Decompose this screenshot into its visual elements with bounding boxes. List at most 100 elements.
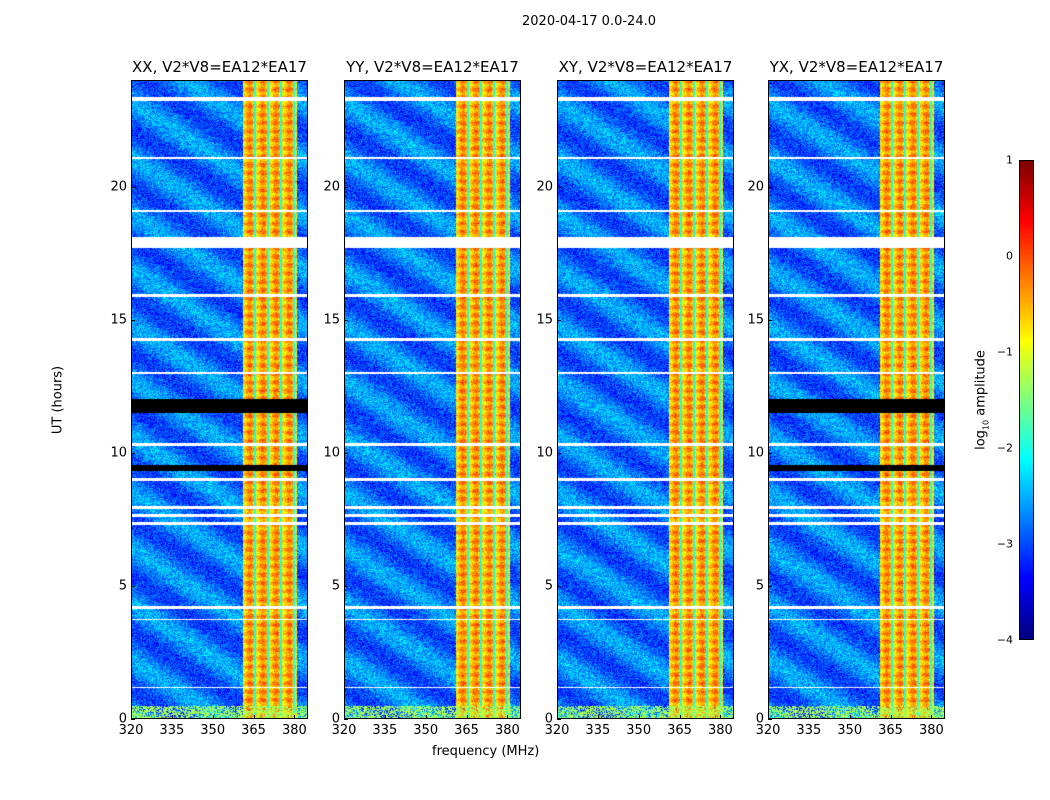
x-tick-label: 335 [585, 723, 611, 738]
x-tick-mark [768, 715, 769, 719]
x-tick-label: 320 [755, 723, 781, 738]
y-tick-mark [557, 719, 561, 720]
colorbar-tick-label: −4 [996, 633, 1013, 647]
axes-frame [344, 80, 521, 719]
x-tick-mark [131, 715, 132, 719]
panel-title: XX, V2*V8=EA12*EA17 [132, 58, 307, 76]
y-tick-label: 0 [544, 711, 553, 727]
y-tick-mark [344, 585, 348, 587]
colorbar-tick-label: −2 [996, 441, 1013, 455]
x-tick-label: 335 [796, 723, 822, 738]
x-tick-mark [720, 715, 722, 719]
x-tick-label: 380 [918, 723, 944, 738]
x-tick-mark [890, 715, 892, 719]
spectrogram-panel-1: XX, V2*V8=EA12*EA17 0 5 10 15 20 320 335 350 365 3… [110, 58, 308, 738]
y-tick-mark [344, 186, 348, 188]
x-tick-label: 335 [372, 723, 398, 738]
x-tick-mark [849, 715, 851, 719]
y-tick-label: 0 [118, 711, 127, 727]
x-tick-mark [384, 715, 386, 719]
y-tick-label: 20 [323, 179, 340, 194]
y-tick-mark [768, 319, 772, 321]
y-tick-mark [557, 585, 561, 587]
colorbar-tick-label: −3 [996, 537, 1013, 551]
y-tick-label: 10 [110, 445, 127, 461]
colorbar-label: log10 amplitude [973, 350, 991, 450]
x-tick-label: 380 [494, 723, 520, 738]
x-tick-label: 365 [241, 723, 266, 738]
x-tick-mark [679, 715, 681, 719]
axes-frame [557, 80, 734, 719]
y-tick-mark [768, 719, 772, 720]
x-tick-mark [507, 715, 509, 719]
x-tick-label: 380 [707, 723, 733, 738]
colorbar-tick-label: −1 [996, 345, 1013, 359]
y-tick-mark [131, 319, 135, 321]
y-tick-label: 5 [544, 578, 553, 594]
spectrogram-heatmap [344, 80, 521, 719]
y-axis-label: UT (hours) [50, 365, 66, 435]
y-tick-mark [131, 186, 135, 188]
y-tick-label: 15 [110, 312, 127, 328]
panel-title: YY, V2*V8=EA12*EA17 [346, 58, 519, 76]
x-tick-label: 365 [667, 723, 692, 738]
y-tick-mark [344, 319, 348, 321]
y-tick-mark [131, 585, 135, 587]
x-tick-mark [344, 715, 345, 719]
y-tick-mark [557, 319, 561, 321]
x-tick-label: 320 [544, 723, 570, 738]
y-tick-label: 5 [118, 578, 127, 594]
x-tick-mark [466, 715, 468, 719]
y-tick-label: 10 [323, 445, 340, 461]
colorbar [1019, 160, 1034, 640]
x-tick-mark [808, 715, 810, 719]
y-tick-mark [557, 186, 561, 188]
x-tick-label: 350 [200, 723, 226, 738]
spectrogram-heatmap [768, 80, 945, 719]
y-tick-label: 15 [747, 312, 764, 328]
x-tick-label: 365 [878, 723, 903, 738]
y-tick-label: 10 [536, 445, 553, 461]
x-tick-label: 350 [413, 723, 439, 738]
y-tick-label: 15 [323, 312, 340, 328]
x-tick-mark [425, 715, 427, 719]
panel-title: XY, V2*V8=EA12*EA17 [558, 58, 733, 76]
y-tick-label: 20 [536, 179, 553, 194]
y-tick-mark [131, 719, 135, 720]
y-tick-mark [344, 452, 348, 454]
spectrogram-panel-3: XY, V2*V8=EA12*EA17 0 5 10 15 20 320 335 350 365 3… [536, 58, 734, 738]
x-tick-label: 350 [837, 723, 863, 738]
x-tick-label: 335 [159, 723, 185, 738]
spectrogram-heatmap [131, 80, 308, 719]
x-tick-mark [638, 715, 640, 719]
x-tick-mark [171, 715, 173, 719]
colorbar-tick-label: 1 [1006, 153, 1013, 167]
x-tick-label: 380 [281, 723, 307, 738]
y-tick-label: 0 [331, 711, 340, 727]
panel-title: YX, V2*V8=EA12*EA17 [769, 58, 944, 76]
x-tick-mark [597, 715, 599, 719]
x-tick-mark [931, 715, 933, 719]
spectrogram-heatmap [557, 80, 734, 719]
x-tick-mark [294, 715, 296, 719]
y-tick-label: 15 [536, 312, 553, 328]
y-tick-mark [768, 585, 772, 587]
y-tick-mark [768, 452, 772, 454]
y-tick-mark [557, 452, 561, 454]
y-tick-mark [131, 452, 135, 454]
x-tick-label: 350 [626, 723, 652, 738]
y-tick-label: 10 [747, 445, 764, 461]
y-tick-label: 20 [110, 179, 127, 194]
x-tick-mark [253, 715, 255, 719]
y-tick-mark [768, 186, 772, 188]
figure-title: 2020-04-17 0.0-24.0 [522, 14, 656, 29]
y-tick-label: 5 [755, 578, 764, 594]
axes-frame [768, 80, 945, 719]
x-tick-label: 320 [331, 723, 357, 738]
colorbar-tick-label: 0 [1006, 249, 1013, 263]
x-tick-mark [557, 715, 558, 719]
x-tick-label: 320 [118, 723, 144, 738]
x-tick-mark [212, 715, 214, 719]
y-tick-label: 20 [747, 179, 764, 194]
